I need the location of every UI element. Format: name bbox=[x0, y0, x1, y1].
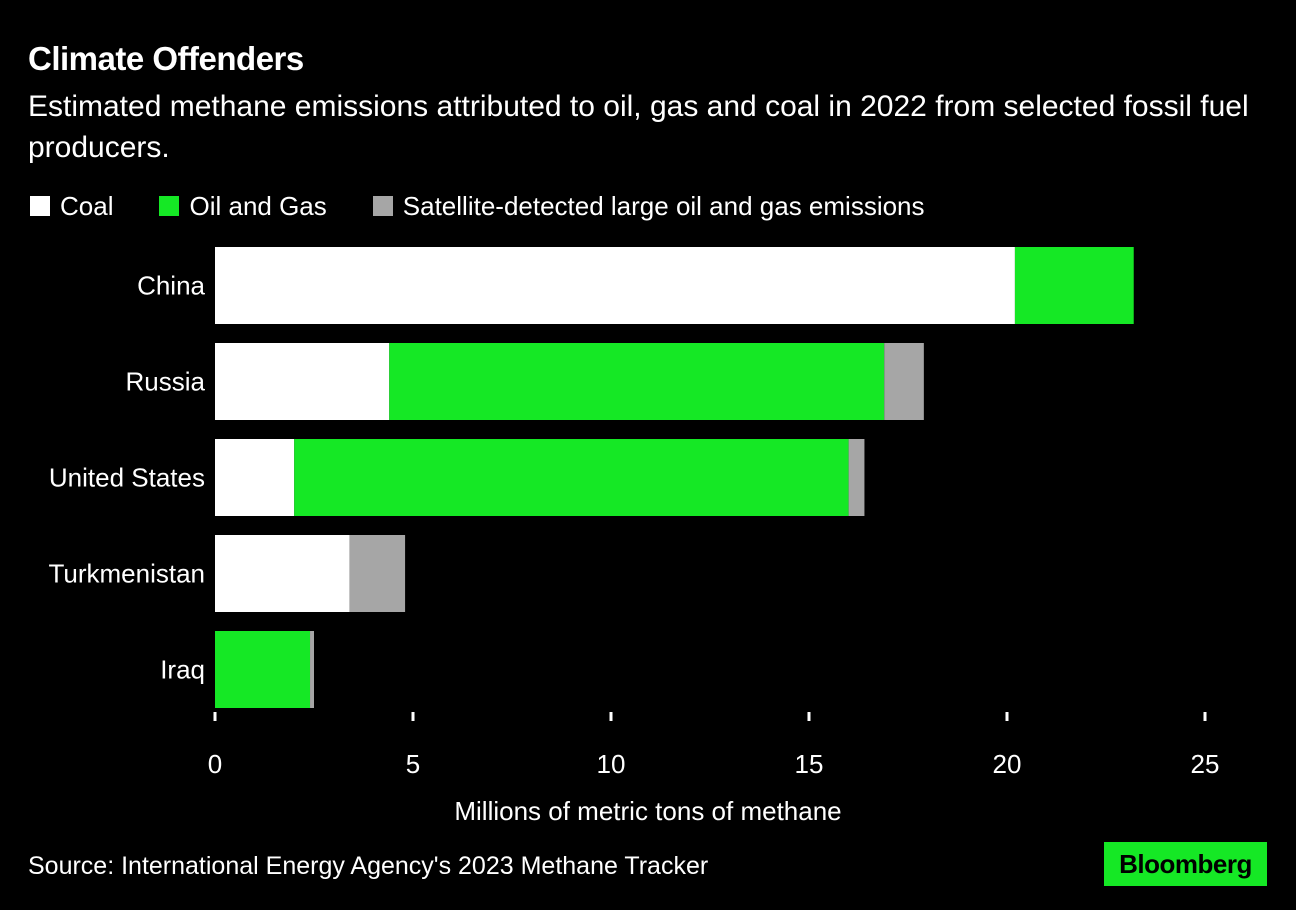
x-tick-label-20: 20 bbox=[993, 749, 1022, 779]
bar-united-states-satellite-detected-large-oil-and-gas-emissions bbox=[848, 439, 865, 516]
bar-united-states-oil-and-gas bbox=[294, 439, 849, 516]
bar-china-oil-and-gas bbox=[1014, 247, 1134, 324]
category-label-china: China bbox=[137, 271, 205, 301]
bar-turkmenistan-satellite-detected-large-oil-and-gas-emissions bbox=[349, 535, 406, 612]
bar-turkmenistan-coal bbox=[215, 535, 350, 612]
x-tick-label-15: 15 bbox=[795, 749, 824, 779]
x-axis-title: Millions of metric tons of methane bbox=[454, 796, 841, 826]
legend-label-coal: Coal bbox=[60, 190, 114, 221]
bar-chart: China Russia United States Turkmenistan Iraq… bbox=[48, 247, 1220, 826]
legend-item-satellite: Satellite-detected large oil and gas emi… bbox=[372, 190, 925, 222]
bar-china-coal bbox=[215, 247, 1015, 324]
legend-label-oil-and-gas: Oil and Gas bbox=[189, 190, 327, 221]
x-tick-label-10: 10 bbox=[597, 749, 626, 779]
bar-russia-oil-and-gas bbox=[389, 343, 885, 420]
x-tick-label-5: 5 bbox=[406, 749, 420, 779]
bar-russia-satellite-detected-large-oil-and-gas-emissions bbox=[884, 343, 924, 420]
legend-item-oil-and-gas: Oil and Gas bbox=[159, 190, 327, 222]
bar-russia-coal bbox=[215, 343, 390, 420]
legend-swatch-oil-and-gas bbox=[159, 196, 180, 216]
bar-united-states-coal bbox=[215, 439, 295, 516]
legend-swatch-satellite bbox=[372, 196, 393, 216]
bar-iraq-oil-and-gas bbox=[215, 631, 311, 708]
x-tick-label-0: 0 bbox=[208, 749, 222, 779]
legend-swatch-coal bbox=[30, 196, 50, 216]
x-tick-label-25: 25 bbox=[1191, 749, 1220, 779]
category-label-united-states: United States bbox=[49, 463, 205, 493]
category-label-turkmenistan: Turkmenistan bbox=[48, 559, 205, 589]
bar-iraq-satellite-detected-large-oil-and-gas-emissions bbox=[310, 631, 314, 708]
chart-title: Climate Offenders bbox=[28, 40, 304, 77]
bloomberg-logo: Bloomberg bbox=[1104, 842, 1267, 886]
legend: Coal Oil and Gas Satellite-detected larg… bbox=[30, 190, 971, 222]
legend-item-coal: Coal bbox=[30, 191, 113, 222]
chart-subtitle: Estimated methane emissions attributed t… bbox=[28, 90, 1249, 164]
category-label-iraq: Iraq bbox=[160, 655, 205, 685]
source-note: Source: International Energy Agency's 20… bbox=[28, 852, 709, 880]
category-label-russia: Russia bbox=[126, 367, 206, 397]
legend-label-satellite: Satellite-detected large oil and gas emi… bbox=[402, 190, 925, 221]
